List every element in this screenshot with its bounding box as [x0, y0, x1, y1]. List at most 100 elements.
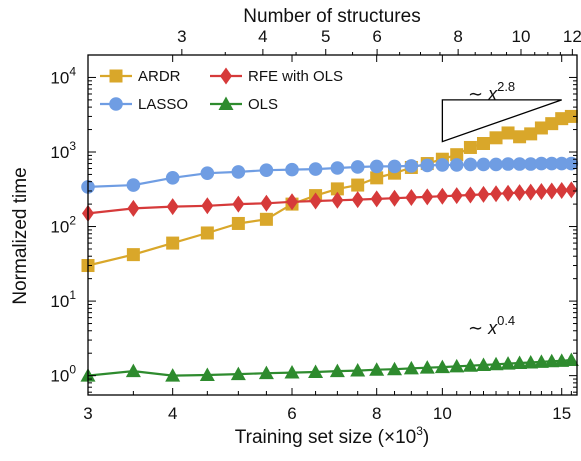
- y-tick-base: 10: [50, 292, 69, 311]
- data-point-lasso: [554, 156, 569, 171]
- annotation-var: x: [487, 318, 498, 338]
- data-point-ardr: [513, 130, 527, 144]
- series-ardr: [81, 109, 578, 273]
- data-point-rfe-with-ols: [351, 191, 364, 209]
- annotation-exp: 0.4: [497, 313, 515, 328]
- data-point-ols: [419, 360, 435, 374]
- data-point-ardr: [489, 131, 503, 145]
- y-tick-base: 10: [50, 143, 69, 162]
- y-tick-exp: 2: [69, 214, 76, 228]
- data-point-lasso: [259, 163, 274, 177]
- data-point-lasso: [463, 157, 478, 172]
- legend-marker-lasso: [109, 97, 123, 111]
- y-tick-exp: 0: [69, 363, 76, 377]
- data-point-ols: [369, 362, 385, 376]
- x2-tick-label: 6: [372, 27, 381, 46]
- data-point-ardr: [463, 140, 477, 154]
- x2-tick-label: 12: [563, 27, 581, 46]
- data-point-rfe-with-ols: [286, 193, 299, 211]
- data-point-rfe-with-ols: [201, 197, 214, 215]
- data-point-ardr: [231, 216, 245, 230]
- data-point-rfe-with-ols: [436, 187, 449, 205]
- series-ols: [80, 352, 579, 382]
- data-point-rfe-with-ols: [370, 190, 383, 208]
- data-point-ols: [533, 354, 549, 368]
- y-tick-base: 10: [50, 218, 69, 237]
- data-point-ols: [350, 363, 366, 377]
- data-point-ols: [563, 352, 579, 367]
- y-axis-title: Normalized time: [10, 167, 31, 304]
- data-point-lasso: [564, 156, 579, 171]
- data-point-lasso: [330, 161, 345, 175]
- annotation-exp: 2.8: [497, 79, 515, 94]
- annotations: ∼ x2.8∼ x0.4: [441, 79, 562, 338]
- series-lasso: [81, 156, 579, 194]
- data-point-lasso: [420, 158, 435, 173]
- legend-item-ols: OLS: [210, 96, 278, 113]
- data-point-rfe-with-ols: [524, 183, 537, 201]
- y-tick-exp: 4: [69, 64, 76, 78]
- y-tick-label: 101: [50, 288, 76, 311]
- data-point-ardr: [477, 136, 491, 150]
- x-tick-label: 6: [287, 404, 296, 423]
- data-point-ols: [488, 356, 504, 371]
- y-tick-label: 104: [50, 64, 76, 87]
- data-point-lasso: [308, 162, 323, 176]
- data-point-rfe-with-ols: [450, 187, 463, 205]
- y-tick-exp: 3: [69, 139, 76, 153]
- x-tick-label: 8: [372, 404, 381, 423]
- data-point-ardr: [200, 226, 214, 240]
- legend-item-ardr: ARDR: [100, 68, 181, 85]
- x-tick-label: 4: [168, 404, 177, 423]
- x-tick-label: 10: [433, 404, 452, 423]
- data-point-ols: [544, 353, 560, 368]
- annotation-tilde: ∼: [468, 318, 488, 338]
- legend-marker-ols: [218, 96, 234, 110]
- data-point-lasso: [200, 166, 215, 180]
- data-point-ols: [125, 363, 141, 378]
- legend-item-lasso: LASSO: [100, 96, 188, 113]
- y-tick-label: 100: [50, 363, 76, 386]
- data-point-ardr: [166, 236, 180, 250]
- legend: ARDR LASSO RFE with OLS OLS: [100, 67, 343, 113]
- annotation-label: ∼ x0.4: [468, 313, 515, 338]
- data-point-lasso: [350, 160, 365, 174]
- data-point-ols: [258, 365, 274, 380]
- series-rfe-with-ols: [82, 181, 578, 222]
- y-tick-exp: 1: [69, 288, 76, 302]
- legend-label-rfe-with-ols: RFE with OLS: [248, 68, 343, 85]
- annotation-label: ∼ x2.8: [468, 79, 515, 104]
- data-point-rfe-with-ols: [545, 182, 558, 200]
- legend-label-ols: OLS: [248, 96, 278, 113]
- data-point-ols: [512, 355, 528, 369]
- data-point-lasso: [449, 158, 464, 172]
- x2-tick-label: 4: [258, 27, 267, 46]
- data-point-ols: [462, 358, 478, 372]
- data-point-ols: [387, 361, 403, 376]
- plot-frame: [87, 54, 578, 396]
- data-point-lasso: [231, 165, 246, 179]
- data-point-ardr: [450, 148, 464, 162]
- data-point-ols: [434, 359, 450, 374]
- legend-label-ardr: ARDR: [138, 68, 181, 85]
- data-point-ols: [230, 366, 246, 381]
- x-tick-label: 15: [552, 404, 571, 423]
- data-point-lasso: [126, 178, 141, 192]
- data-point-ardr: [351, 178, 365, 192]
- data-point-lasso: [476, 157, 491, 172]
- x-tick-label: 3: [83, 404, 92, 423]
- data-point-lasso: [501, 157, 515, 171]
- x2-tick-label: 3: [177, 27, 186, 46]
- data-point-rfe-with-ols: [490, 185, 503, 203]
- data-point-rfe-with-ols: [464, 186, 477, 204]
- annotation-var: x: [487, 84, 498, 104]
- data-point-ardr: [524, 127, 538, 141]
- data-point-ols: [165, 368, 181, 382]
- legend-marker-rfe-with-ols: [220, 67, 232, 85]
- data-point-ardr: [330, 182, 344, 196]
- x-axis-title-end: ): [423, 427, 429, 448]
- x2-tick-label: 5: [321, 27, 330, 46]
- legend-item-rfe-with-ols: RFE with OLS: [210, 67, 343, 85]
